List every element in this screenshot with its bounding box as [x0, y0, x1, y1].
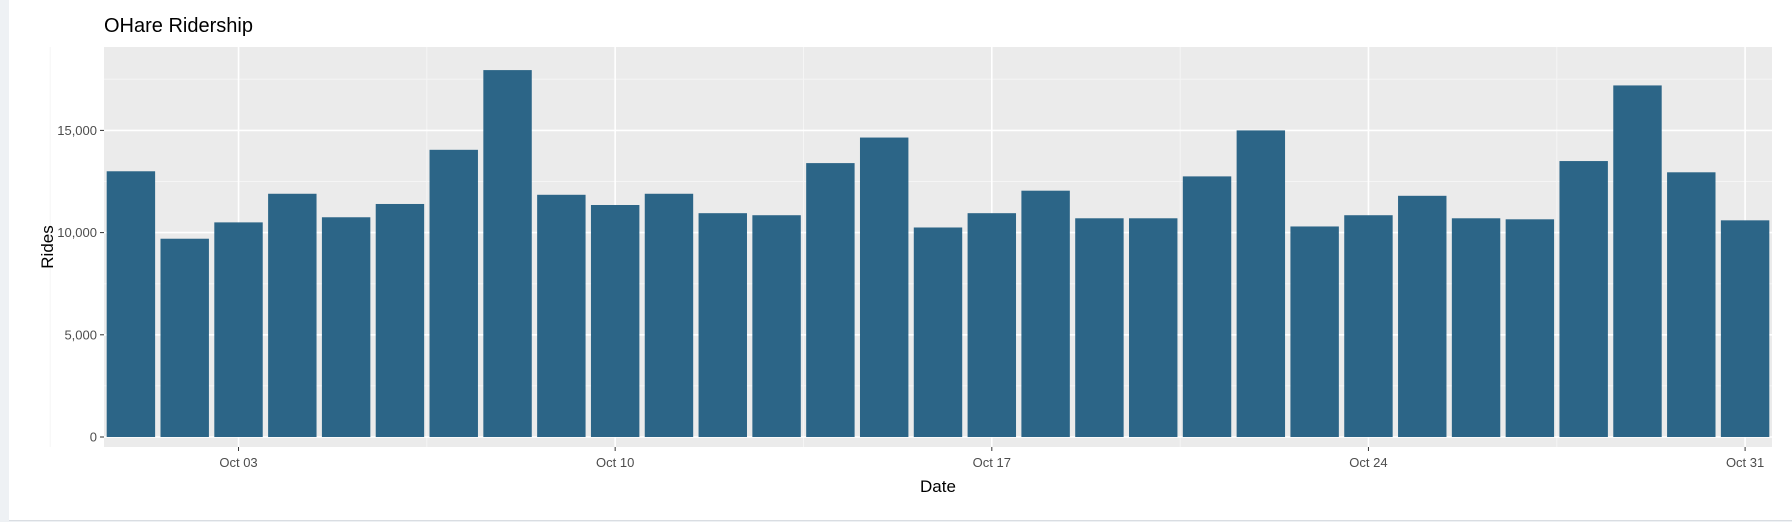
bar: [375, 203, 425, 437]
chart-panel: OHare Ridership 0 5,000 10,000 15,000 Oct 0…: [9, 0, 1792, 521]
bar: [1667, 172, 1716, 437]
bar: [590, 205, 640, 437]
bar: [859, 137, 909, 438]
x-tick-label: Oct 17: [973, 455, 1011, 470]
bar: [1505, 219, 1555, 437]
x-tick-label: Oct 03: [219, 455, 257, 470]
bar: [537, 194, 586, 437]
bar: [1720, 220, 1770, 437]
bar: [106, 171, 156, 437]
bar: [268, 193, 317, 437]
bar: [913, 227, 963, 437]
bar: [1075, 218, 1124, 437]
bar: [1182, 176, 1232, 438]
x-axis: Oct 03 Oct 10 Oct 17 Oct 24 Oct 31: [219, 447, 1764, 470]
bar: [429, 149, 478, 438]
bar: [1398, 195, 1447, 437]
bar: [752, 215, 801, 437]
bar: [1290, 226, 1339, 437]
bar: [1236, 130, 1286, 437]
bar: [698, 213, 747, 437]
bar: [1559, 161, 1608, 437]
bar: [1451, 218, 1501, 437]
y-axis: 0 5,000 10,000 15,000: [57, 123, 104, 445]
bar: [214, 222, 263, 437]
x-axis-title: Date: [920, 477, 956, 496]
bar: [1021, 190, 1070, 437]
x-tick-label: Oct 31: [1726, 455, 1764, 470]
y-axis-title: Rides: [38, 225, 57, 268]
bar: [321, 217, 371, 437]
y-tick-label: 0: [90, 430, 97, 445]
y-tick-label: 5,000: [64, 327, 97, 342]
y-tick-label: 10,000: [57, 225, 97, 240]
y-tick-label: 15,000: [57, 123, 97, 138]
bar: [1613, 85, 1662, 437]
x-tick-label: Oct 10: [596, 455, 634, 470]
bar: [806, 163, 855, 437]
bar: [160, 238, 209, 437]
bar: [967, 213, 1017, 437]
bar: [483, 70, 532, 438]
ridership-bar-chart: OHare Ridership 0 5,000 10,000 15,000 Oct 0…: [38, 15, 1772, 496]
chart-title: OHare Ridership: [104, 15, 253, 37]
bar: [644, 193, 694, 437]
bars: [106, 70, 1770, 438]
bar: [1129, 218, 1178, 437]
x-tick-label: Oct 24: [1349, 455, 1387, 470]
bar: [1344, 215, 1393, 437]
